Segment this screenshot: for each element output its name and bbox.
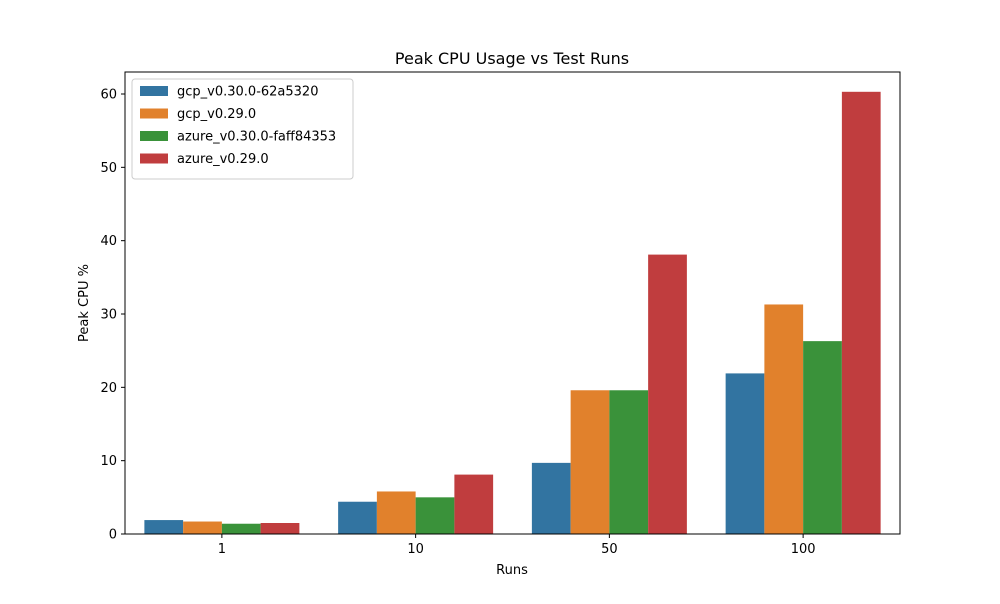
y-tick-label: 30 xyxy=(100,308,117,323)
y-tick-label: 50 xyxy=(100,161,117,176)
bar-1-50 xyxy=(531,462,571,534)
x-tick-label: 1 xyxy=(218,542,226,557)
bar-2-100 xyxy=(764,304,804,534)
bar-4-1 xyxy=(260,523,300,534)
x-axis-label: Runs xyxy=(496,563,528,578)
bar-1-1 xyxy=(144,520,184,534)
bar-4-10 xyxy=(454,474,494,534)
y-tick-label: 0 xyxy=(109,528,117,543)
bar-3-1 xyxy=(221,523,261,534)
legend-swatch xyxy=(140,86,168,96)
bar-2-1 xyxy=(183,521,222,534)
legend-label: azure_v0.30.0-faff84353 xyxy=(177,130,336,145)
bars-group xyxy=(144,91,881,535)
y-tick-label: 60 xyxy=(100,88,117,103)
legend-swatch xyxy=(140,153,168,164)
plot-frame xyxy=(124,71,901,535)
bar-1-10 xyxy=(338,501,377,534)
bar-4-50 xyxy=(648,254,687,534)
y-tick-label: 40 xyxy=(100,234,117,249)
legend-label: gcp_v0.30.0-62a5320 xyxy=(177,85,318,100)
x-tick-label: 50 xyxy=(601,542,618,557)
axes-group: 0 10 20 30 40 50 60 1 10 50 100 xyxy=(100,71,901,557)
bar-3-100 xyxy=(803,341,842,534)
x-tick-label: 100 xyxy=(791,542,816,557)
y-tick-label: 20 xyxy=(100,381,117,396)
bar-3-50 xyxy=(609,390,649,534)
chart-title: Peak CPU Usage vs Test Runs xyxy=(395,49,629,68)
legend: gcp_v0.30.0-62a5320 gcp_v0.29.0 azure_v0.3… xyxy=(131,78,354,180)
bar-2-50 xyxy=(570,390,610,534)
x-tick-label: 10 xyxy=(407,542,424,557)
legend-swatch xyxy=(140,108,168,119)
bar-2-10 xyxy=(376,491,416,534)
y-axis-label: Peak CPU % xyxy=(77,264,92,342)
legend-label: azure_v0.29.0 xyxy=(177,152,269,167)
bar-1-100 xyxy=(725,373,765,534)
legend-swatch xyxy=(140,131,168,141)
legend-label: gcp_v0.29.0 xyxy=(177,107,256,122)
legend-box xyxy=(131,78,354,180)
bar-3-10 xyxy=(415,497,455,534)
y-tick-label: 10 xyxy=(100,454,117,469)
bar-4-100 xyxy=(841,91,881,535)
